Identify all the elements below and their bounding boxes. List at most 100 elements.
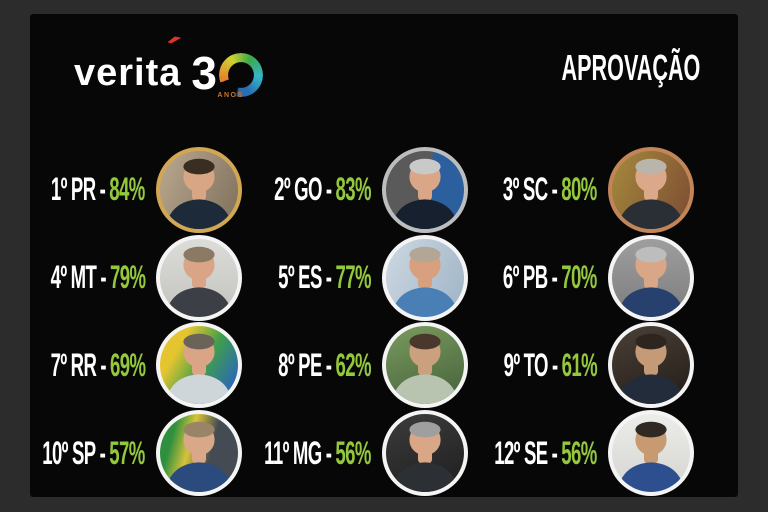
anos-label: ANOS: [217, 92, 244, 99]
person-icon: [386, 414, 464, 492]
ranking-item-11: 11º MG -56%: [264, 409, 498, 497]
governor-photo: [382, 234, 468, 321]
rank-text: 12º: [494, 434, 521, 471]
person-icon: [386, 151, 464, 229]
ranking-label: 9º TO -61%: [504, 346, 598, 384]
logo-digit-three: 3: [191, 47, 217, 99]
state-text: SP: [72, 434, 96, 471]
brand-prefix: verit: [74, 51, 160, 94]
rank-text: 5º: [278, 259, 295, 296]
state-text: ES: [298, 259, 322, 296]
state-text: PE: [298, 346, 322, 383]
rank-text: 7º: [50, 346, 67, 383]
ranking-item-9: 9º TO -61%: [498, 322, 724, 410]
ranking-label: 3º SC -80%: [503, 171, 597, 208]
separator: -: [99, 434, 106, 471]
logo-zero-ring-icon: [219, 53, 264, 97]
state-text: GO: [294, 171, 322, 208]
rank-text: 6º: [503, 259, 520, 296]
ranking-item-4: 4º MT -79%: [46, 234, 272, 322]
separator: -: [551, 434, 558, 471]
ranking-label: 7º RR -69%: [50, 347, 145, 384]
infographic-panel: verita ´ 3 ANOS APROVAÇÃO 1º PR -84% 2º GO -8…: [30, 14, 738, 497]
governor-photo: [382, 146, 468, 233]
person-icon: [160, 151, 238, 229]
separator: -: [325, 434, 332, 471]
approval-percent: 56%: [335, 434, 372, 471]
state-text: RR: [70, 346, 96, 383]
ranking-item-7: 7º RR -69%: [46, 322, 272, 410]
ranking-label: 2º GO -83%: [274, 171, 371, 208]
verita-logo: verita ´ 3 ANOS: [74, 26, 264, 99]
governor-photo: [382, 322, 468, 409]
ranking-item-12: 12º SE -56%: [494, 409, 724, 497]
state-text: MG: [293, 434, 322, 471]
approval-percent: 83%: [335, 171, 372, 208]
separator: -: [99, 346, 106, 383]
ranking-label: 5º ES -77%: [278, 259, 371, 296]
ranking-item-8: 8º PE -62%: [272, 322, 498, 410]
approval-percent: 79%: [109, 259, 146, 296]
ranking-item-10: 10º SP -57%: [42, 409, 272, 497]
state-text: PR: [71, 171, 96, 208]
person-icon: [160, 326, 238, 404]
governor-photo: [608, 322, 694, 409]
governor-photo: [156, 322, 242, 409]
state-text: SC: [523, 171, 548, 208]
governor-photo: [608, 410, 694, 497]
person-icon: [386, 326, 464, 404]
state-text: SE: [524, 434, 548, 471]
ranking-label: 11º MG -56%: [264, 435, 371, 472]
person-icon: [612, 326, 690, 404]
approval-percent: 57%: [109, 434, 146, 471]
rank-text: 1º: [51, 171, 68, 208]
ranking-label: 8º PE -62%: [278, 347, 371, 384]
approval-percent: 69%: [109, 346, 146, 383]
rank-text: 8º: [278, 346, 295, 383]
approval-percent: 84%: [109, 171, 146, 208]
rank-text: 11º: [264, 434, 290, 471]
person-icon: [612, 239, 690, 317]
ranking-label: 4º MT -79%: [50, 259, 145, 296]
ranking-item-3: 3º SC -80%: [498, 146, 724, 234]
state-text: TO: [523, 346, 549, 383]
separator: -: [551, 346, 558, 383]
person-icon: [612, 414, 690, 492]
governor-photo: [156, 410, 242, 497]
separator: -: [325, 171, 332, 208]
separator: -: [551, 259, 558, 296]
separator: -: [99, 171, 106, 208]
rank-text: 3º: [503, 171, 520, 208]
approval-percent: 62%: [335, 346, 372, 383]
page-title: APROVAÇÃO: [561, 47, 700, 88]
approval-percent: 80%: [561, 171, 598, 208]
separator: -: [325, 346, 332, 383]
rank-text: 2º: [274, 171, 291, 208]
ranking-label: 12º SE -56%: [494, 434, 598, 472]
person-icon: [612, 151, 690, 229]
rank-text: 10º: [42, 434, 69, 471]
separator: -: [325, 259, 332, 296]
ranking-item-5: 5º ES -77%: [272, 234, 498, 322]
governor-photo: [382, 410, 468, 497]
person-icon: [160, 239, 238, 317]
governor-photo: [608, 146, 694, 233]
logo-30-group: 3 ANOS: [191, 47, 264, 99]
ranking-label: 6º PB -70%: [503, 259, 597, 296]
separator: -: [551, 171, 558, 208]
state-text: MT: [70, 259, 96, 296]
ranking-item-2: 2º GO -83%: [272, 146, 498, 234]
ranking-label: 10º SP -57%: [42, 434, 146, 472]
governor-photo: [156, 146, 242, 233]
ranking-grid: 1º PR -84% 2º GO -83% 3º SC -80% 4º MT -79% 5º ES…: [42, 146, 724, 497]
brand-last-letter: a ´: [159, 26, 186, 94]
rank-text: 4º: [50, 259, 67, 296]
governor-photo: [156, 234, 242, 321]
approval-percent: 70%: [561, 259, 598, 296]
approval-percent: 77%: [335, 259, 372, 296]
governor-photo: [608, 234, 694, 321]
person-icon: [386, 239, 464, 317]
state-text: PB: [523, 259, 548, 296]
ranking-item-6: 6º PB -70%: [498, 234, 724, 322]
